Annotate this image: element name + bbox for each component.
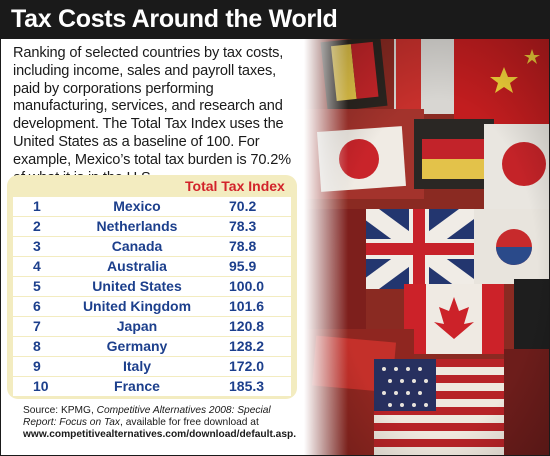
source-note: Source: KPMG, Competitive Alternatives 2… — [23, 405, 303, 440]
table-row: 2 Netherlands 78.3 — [13, 217, 291, 236]
rank: 10 — [33, 378, 49, 394]
rank: 5 — [33, 278, 41, 294]
table-row: 8 Germany 128.2 — [13, 337, 291, 356]
rank: 4 — [33, 258, 41, 274]
table-header: Total Tax Index — [7, 178, 297, 196]
tax-index-value: 78.8 — [229, 238, 257, 254]
rank: 7 — [33, 318, 41, 334]
total-tax-index-header: Total Tax Index — [185, 178, 285, 194]
rank: 1 — [33, 198, 41, 214]
table-row: 5 United States 100.0 — [13, 277, 291, 296]
table-row: 9 Italy 172.0 — [13, 357, 291, 376]
rank: 6 — [33, 298, 41, 314]
tax-index-value: 172.0 — [229, 358, 265, 374]
description-text: Ranking of selected countries by tax cos… — [13, 45, 292, 186]
tax-index-value: 70.2 — [229, 198, 257, 214]
flags-photo — [304, 39, 549, 455]
country: Japan — [116, 318, 158, 334]
rank: 8 — [33, 338, 41, 354]
country: Mexico — [113, 198, 161, 214]
source-prefix: Source: KPMG, — [23, 405, 97, 416]
page-title: Tax Costs Around the World — [11, 5, 338, 33]
flags-collage-image — [304, 39, 549, 455]
tax-index-value: 128.2 — [229, 338, 265, 354]
source-publication: Competitive Alternatives 2008: Special R… — [23, 405, 271, 428]
table-row: 6 United Kingdom 101.6 — [13, 297, 291, 316]
tax-index-value: 100.0 — [229, 278, 265, 294]
tax-index-value: 185.3 — [229, 378, 265, 394]
table-row: 3 Canada 78.8 — [13, 237, 291, 256]
tax-index-value: 101.6 — [229, 298, 265, 314]
tax-index-table: Total Tax Index 1 Mexico 70.2 2 Netherla… — [7, 175, 297, 399]
country: Italy — [122, 358, 151, 374]
table-row: 7 Japan 120.8 — [13, 317, 291, 336]
table-row: 1 Mexico 70.2 — [13, 197, 291, 216]
source-suffix: , available for free download at — [120, 416, 259, 428]
country: France — [114, 378, 160, 394]
tax-index-value: 78.3 — [229, 218, 257, 234]
country: Germany — [106, 338, 168, 354]
country: United States — [92, 278, 182, 294]
left-panel: Ranking of selected countries by tax cos… — [1, 39, 304, 455]
country: Canada — [111, 238, 163, 254]
table-row: 10 France 185.3 — [13, 377, 291, 396]
title-bar: Tax Costs Around the World — [1, 1, 549, 39]
source-url-link[interactable]: www.competitivealternatives.com/download… — [23, 428, 297, 440]
table-row: 4 Australia 95.9 — [13, 257, 291, 276]
country: Netherlands — [96, 218, 178, 234]
country: Australia — [107, 258, 167, 274]
country: United Kingdom — [82, 298, 192, 314]
tax-index-value: 120.8 — [229, 318, 265, 334]
tax-index-value: 95.9 — [229, 258, 257, 274]
rank: 9 — [33, 358, 41, 374]
rank: 3 — [33, 238, 41, 254]
rank: 2 — [33, 218, 41, 234]
